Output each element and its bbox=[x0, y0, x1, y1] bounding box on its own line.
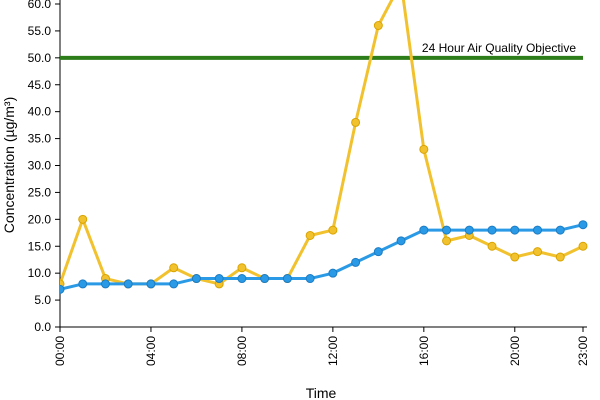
x-axis-title: Time bbox=[306, 385, 337, 400]
x-tick-label: 04:00 bbox=[144, 336, 158, 366]
series-2-point bbox=[396, 236, 406, 246]
series-2-point bbox=[191, 274, 201, 284]
y-tick-label: 25.0 bbox=[28, 185, 52, 199]
series-2-point bbox=[442, 225, 452, 235]
series-2-point bbox=[487, 225, 497, 235]
series-1-point bbox=[373, 21, 383, 31]
objective-label: 24 Hour Air Quality Objective bbox=[422, 41, 576, 55]
series-2-point bbox=[555, 225, 565, 235]
series-2-point bbox=[305, 274, 315, 284]
series-1-point bbox=[305, 230, 315, 240]
y-axis: 0.0 5.0 10.0 15.0 20.0 25.0 30.0 35.0 40.0 45.0 50… bbox=[28, 0, 61, 334]
series-2-point bbox=[282, 274, 292, 284]
series-2-line bbox=[60, 223, 585, 291]
series-1-point bbox=[555, 252, 565, 262]
y-tick-label: 20.0 bbox=[28, 212, 52, 226]
series-2-point bbox=[237, 274, 247, 284]
y-tick-label: 55.0 bbox=[28, 24, 52, 38]
series-2-point bbox=[351, 257, 361, 267]
y-axis-title: Concentration (µg/m³) bbox=[1, 97, 17, 233]
series-2-point bbox=[78, 279, 88, 289]
series-2-point bbox=[146, 279, 156, 289]
x-axis: 00:00 04:00 08:00 12:00 16:00 20:00 23:00 bbox=[53, 326, 590, 366]
x-tick-label: 23:00 bbox=[576, 336, 590, 366]
series-2-point bbox=[260, 274, 270, 284]
series-2-point bbox=[60, 284, 65, 294]
y-tick-label: 30.0 bbox=[28, 159, 52, 173]
y-tick-label: 45.0 bbox=[28, 78, 52, 92]
series-1-point bbox=[442, 236, 452, 246]
series-1-point bbox=[578, 241, 588, 251]
y-tick-label: 5.0 bbox=[34, 293, 51, 307]
y-tick-label: 60.0 bbox=[28, 0, 52, 11]
series-1-point bbox=[237, 263, 247, 273]
series-2-point bbox=[464, 225, 474, 235]
x-tick-label: 00:00 bbox=[53, 336, 67, 366]
series-2-point bbox=[169, 279, 179, 289]
y-tick-label: 10.0 bbox=[28, 266, 52, 280]
series-1-point bbox=[419, 144, 429, 154]
series-group bbox=[60, 0, 588, 294]
x-tick-label: 08:00 bbox=[235, 336, 249, 366]
series-2-point bbox=[510, 225, 520, 235]
air-quality-objective: 24 Hour Air Quality Objective bbox=[60, 41, 583, 60]
series-2-point bbox=[123, 279, 133, 289]
series-1-point bbox=[351, 117, 361, 127]
y-tick-label: 15.0 bbox=[28, 239, 52, 253]
series-2-point bbox=[100, 279, 110, 289]
y-tick-label: 50.0 bbox=[28, 51, 52, 65]
x-tick-label: 16:00 bbox=[417, 336, 431, 366]
series-2-point bbox=[328, 268, 338, 278]
series-2-point bbox=[373, 247, 383, 257]
y-tick-label: 35.0 bbox=[28, 132, 52, 146]
series-1-point bbox=[533, 247, 543, 257]
series-1-point bbox=[78, 214, 88, 224]
series-1-point bbox=[487, 241, 497, 251]
y-tick-label: 0.0 bbox=[34, 320, 51, 334]
series-2-point bbox=[533, 225, 543, 235]
series-1-point bbox=[510, 252, 520, 262]
series-2-point bbox=[214, 274, 224, 284]
series-2 bbox=[60, 220, 588, 294]
y-tick-label: 40.0 bbox=[28, 105, 52, 119]
series-2-point bbox=[419, 225, 429, 235]
x-tick-label: 12:00 bbox=[326, 336, 340, 366]
series-1-point bbox=[328, 225, 338, 235]
series-2-point bbox=[578, 220, 588, 230]
series-1-point bbox=[169, 263, 179, 273]
x-tick-label: 20:00 bbox=[508, 336, 522, 366]
